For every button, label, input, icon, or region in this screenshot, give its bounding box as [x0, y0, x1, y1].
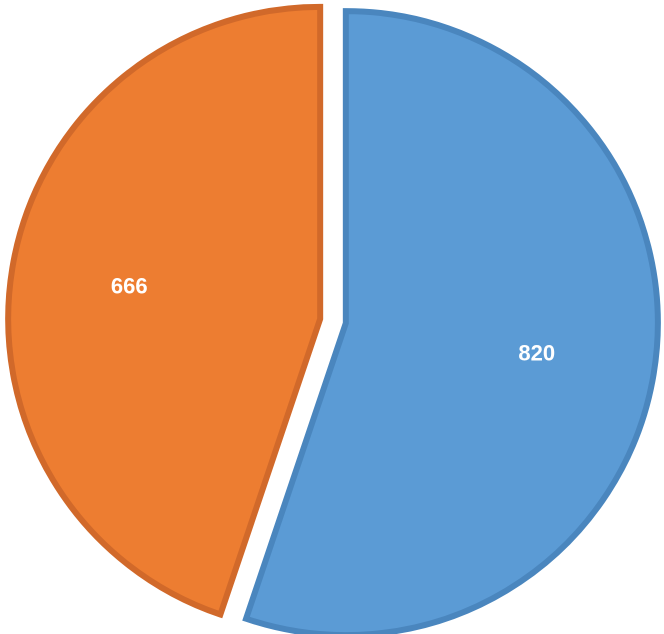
- slices-layer: [8, 7, 658, 634]
- pie-slice-label: 820: [518, 340, 555, 365]
- pie-slice-666: [8, 7, 320, 615]
- pie-slice-label: 666: [111, 273, 148, 298]
